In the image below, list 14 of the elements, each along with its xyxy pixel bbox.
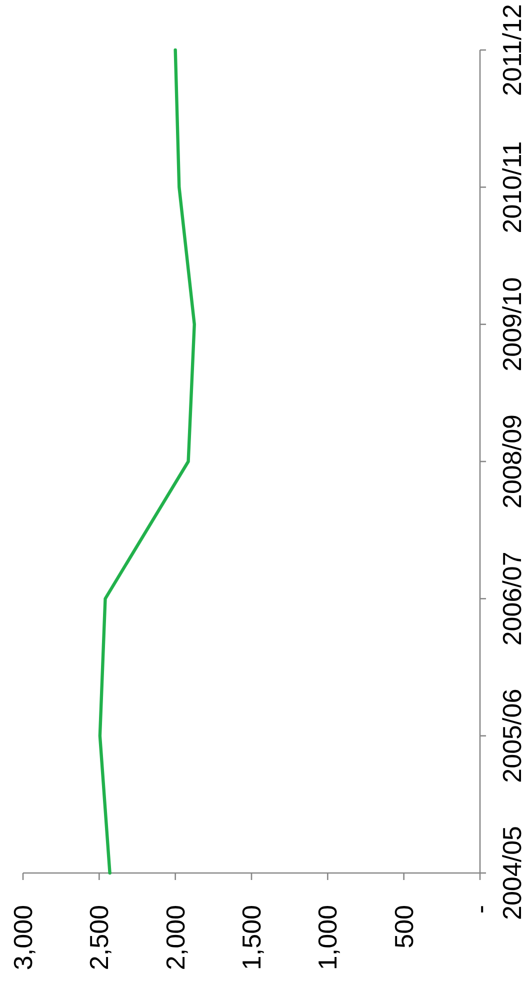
y-tick-label: 2006/07 (497, 552, 525, 646)
y-tick-label: 2011/12 (497, 4, 525, 96)
y-tick-label: 2005/06 (497, 688, 525, 783)
x-tick-label: 2,000 (160, 905, 190, 970)
x-tick-label: 1,000 (312, 905, 343, 970)
y-tick-label: 2004/05 (497, 826, 525, 920)
x-tick-label: - (465, 905, 495, 914)
x-tick-label: 3,000 (8, 905, 38, 970)
x-tick-label: 1,500 (236, 905, 266, 970)
x-tick-label: 2,500 (84, 905, 114, 970)
x-tick-label: 500 (388, 905, 419, 948)
y-tick-label: 2008/09 (497, 414, 525, 508)
y-tick-label: 2009/10 (497, 277, 525, 372)
y-tick-label: 2010/11 (497, 141, 525, 234)
